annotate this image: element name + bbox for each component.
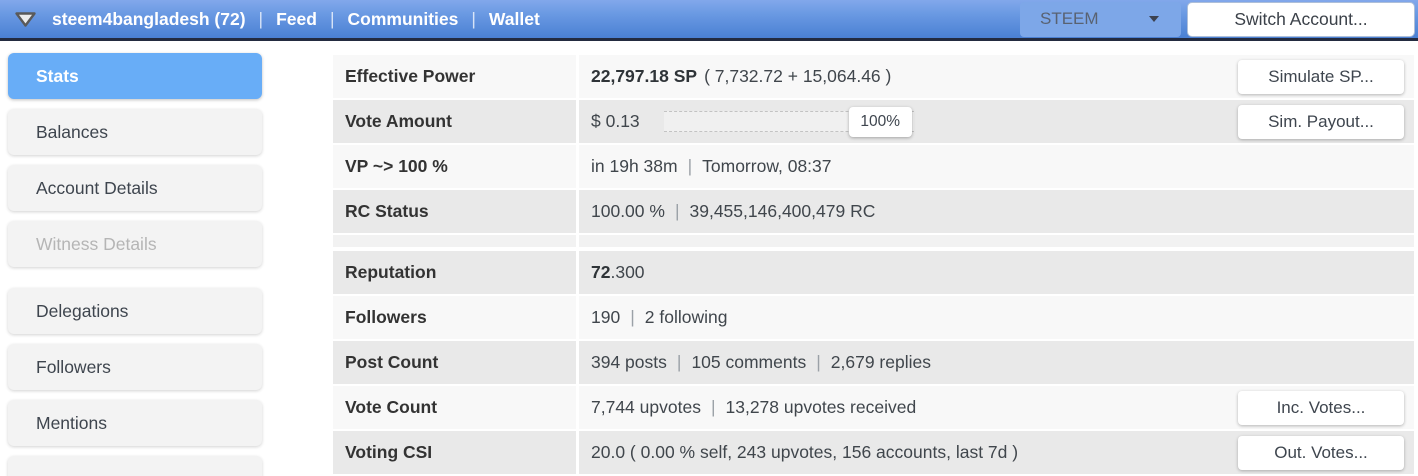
stat-row-reputation: Reputation 72.300 bbox=[333, 251, 1414, 294]
stat-label: Vote Amount bbox=[333, 100, 576, 143]
simulate-sp-button[interactable]: Simulate SP... bbox=[1238, 59, 1404, 94]
sim-payout-button[interactable]: Sim. Payout... bbox=[1238, 104, 1404, 139]
stat-value: 394 posts | 105 comments | 2,679 replies bbox=[579, 341, 1414, 384]
posts-count: 394 posts bbox=[591, 352, 667, 372]
sidebar-item-witness-details: Witness Details bbox=[8, 221, 262, 267]
caret-down-icon bbox=[1149, 16, 1159, 22]
stat-label: Followers bbox=[333, 296, 576, 339]
sidebar-item-cutoff[interactable] bbox=[8, 456, 262, 476]
stat-value: 20.0 ( 0.00 % self, 243 upvotes, 156 acc… bbox=[579, 431, 1414, 474]
sidebar-item-label: Followers bbox=[36, 356, 111, 377]
account-dropdown-icon[interactable] bbox=[14, 11, 37, 28]
stat-row-rc-status: RC Status 100.00 % | 39,455,146,400,479 … bbox=[333, 190, 1414, 233]
rc-percent: 100.00 % bbox=[591, 201, 665, 221]
sidebar-item-label: Delegations bbox=[36, 300, 129, 321]
stat-row-vp-recharge: VP ~> 100 % in 19h 38m | Tomorrow, 08:37 bbox=[333, 145, 1414, 188]
stat-value: 190 | 2 following bbox=[579, 296, 1414, 339]
sidebar-item-label: Mentions bbox=[36, 412, 108, 433]
stat-label: Voting CSI bbox=[333, 431, 576, 474]
content-area: Stats Balances Account Details Witness D… bbox=[0, 41, 1418, 476]
stat-row-followers: Followers 190 | 2 following bbox=[333, 296, 1414, 339]
nav-wallet[interactable]: Wallet bbox=[488, 8, 540, 29]
replies-count: 2,679 replies bbox=[830, 352, 931, 372]
separator: | bbox=[676, 352, 682, 372]
stat-row-vote-count: Vote Count 7,744 upvotes | 13,278 upvote… bbox=[333, 386, 1414, 429]
top-bar-right: STEEM Switch Account... bbox=[1020, 0, 1418, 38]
voting-csi-value: 20.0 ( 0.00 % self, 243 upvotes, 156 acc… bbox=[591, 442, 1019, 462]
rc-amount: 39,455,146,400,479 RC bbox=[689, 201, 876, 221]
out-votes-button[interactable]: Out. Votes... bbox=[1238, 435, 1404, 470]
network-select[interactable]: STEEM bbox=[1020, 1, 1181, 37]
stat-label: Reputation bbox=[333, 251, 576, 294]
vote-weight-slider[interactable]: 100% bbox=[663, 106, 914, 137]
stat-label: Effective Power bbox=[333, 55, 576, 98]
sidebar-item-label: Account Details bbox=[36, 177, 158, 198]
sidebar-item-balances[interactable]: Balances bbox=[8, 109, 262, 155]
stat-value: $ 0.13 100% Sim. Payout... bbox=[579, 100, 1414, 143]
network-select-value: STEEM bbox=[1040, 9, 1099, 28]
stat-row-vote-amount: Vote Amount $ 0.13 100% Sim. Payout... bbox=[333, 100, 1414, 143]
followers-count: 190 bbox=[591, 307, 621, 327]
upvotes-given: 7,744 upvotes bbox=[591, 397, 701, 417]
vote-amount-value: $ 0.13 bbox=[591, 111, 640, 131]
sidebar-item-delegations[interactable]: Delegations bbox=[8, 288, 262, 334]
stat-value: 22,797.18 SP ( 7,732.72 + 15,064.46 ) Sim… bbox=[579, 55, 1414, 98]
vote-weight-slider-handle[interactable]: 100% bbox=[848, 106, 912, 137]
stat-value: 100.00 % | 39,455,146,400,479 RC bbox=[579, 190, 1414, 233]
stat-value: in 19h 38m | Tomorrow, 08:37 bbox=[579, 145, 1414, 188]
nav-communities[interactable]: Communities bbox=[347, 8, 459, 29]
stat-label: VP ~> 100 % bbox=[333, 145, 576, 188]
nav-feed[interactable]: Feed bbox=[276, 8, 317, 29]
account-name[interactable]: steem4bangladesh (72) bbox=[52, 8, 246, 29]
stat-row-voting-csi: Voting CSI 20.0 ( 0.00 % self, 243 upvot… bbox=[333, 431, 1414, 474]
reputation-decimals: .300 bbox=[610, 262, 645, 282]
sidebar-item-mentions[interactable]: Mentions bbox=[8, 400, 262, 446]
separator: | bbox=[329, 8, 335, 29]
sidebar-item-stats[interactable]: Stats bbox=[8, 53, 262, 99]
upvotes-received: 13,278 upvotes received bbox=[725, 397, 917, 417]
separator: | bbox=[471, 8, 476, 29]
separator: | bbox=[630, 307, 635, 327]
sidebar-item-account-details[interactable]: Account Details bbox=[8, 165, 262, 211]
stat-label: Post Count bbox=[333, 341, 576, 384]
switch-account-button[interactable]: Switch Account... bbox=[1187, 1, 1415, 37]
sidebar-item-label: Balances bbox=[36, 121, 108, 142]
stats-panel: Effective Power 22,797.18 SP ( 7,732.72 +… bbox=[333, 41, 1418, 476]
top-bar-left: steem4bangladesh (72) | Feed | Communiti… bbox=[14, 9, 540, 30]
separator: | bbox=[816, 352, 821, 372]
reputation-integer: 72 bbox=[591, 262, 611, 282]
stat-row-post-count: Post Count 394 posts | 105 comments | 2,… bbox=[333, 341, 1414, 384]
row-spacer bbox=[333, 235, 1414, 247]
stat-label: Vote Count bbox=[333, 386, 576, 429]
separator: | bbox=[674, 201, 680, 221]
effective-power-breakdown: ( 7,732.72 + 15,064.46 ) bbox=[704, 66, 892, 86]
stat-value: 7,744 upvotes | 13,278 upvotes received … bbox=[579, 386, 1414, 429]
top-bar: steem4bangladesh (72) | Feed | Communiti… bbox=[0, 0, 1418, 41]
sidebar-item-label: Witness Details bbox=[36, 233, 157, 254]
effective-power-value: 22,797.18 SP bbox=[591, 66, 698, 86]
separator: | bbox=[258, 8, 264, 29]
sidebar-item-followers[interactable]: Followers bbox=[8, 344, 262, 390]
vp-recharge-datetime: Tomorrow, 08:37 bbox=[702, 156, 832, 176]
separator: | bbox=[687, 156, 693, 176]
stat-label: RC Status bbox=[333, 190, 576, 233]
inc-votes-button[interactable]: Inc. Votes... bbox=[1238, 390, 1404, 425]
sidebar-item-label: Stats bbox=[36, 65, 79, 86]
comments-count: 105 comments bbox=[691, 352, 807, 372]
stat-value: 72.300 bbox=[579, 251, 1414, 294]
sidebar: Stats Balances Account Details Witness D… bbox=[0, 41, 333, 476]
separator: | bbox=[710, 397, 716, 417]
following-count: 2 following bbox=[644, 307, 728, 327]
vp-recharge-time: in 19h 38m bbox=[591, 156, 678, 176]
stat-row-effective-power: Effective Power 22,797.18 SP ( 7,732.72 +… bbox=[333, 55, 1414, 98]
